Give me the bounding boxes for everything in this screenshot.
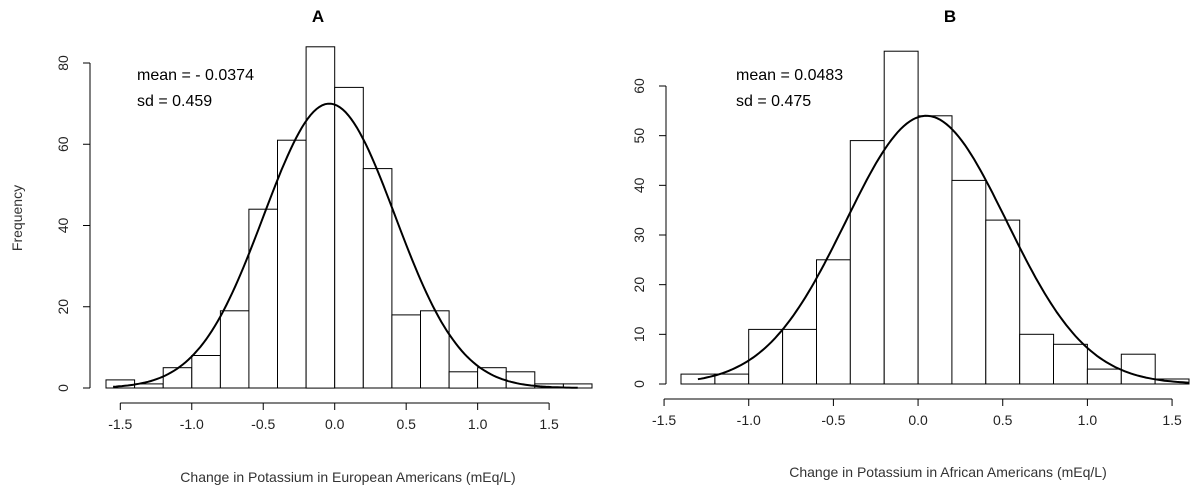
x-tick-label-a-0: -1.5: [108, 416, 132, 432]
histogram-bar-a-12: [448, 371, 479, 389]
x-tick-label-b-1: -1.0: [737, 412, 761, 428]
x-tick-label-a-6: 1.5: [539, 416, 559, 432]
histogram-bar-b-8: [951, 179, 987, 385]
y-tick-label-b-6: 60: [631, 78, 647, 94]
y-tick-label-b-2: 20: [631, 277, 647, 293]
y-tick-label-a-4: 80: [55, 55, 71, 71]
histogram-bar-a-8: [334, 86, 364, 389]
histogram-panel-b: B -1.5 -1.0 -0.5 0.0 0.5 1.0 1.5 0 10 20 30 40 50 60 me…: [631, 7, 1190, 480]
y-tick-label-b-4: 40: [631, 177, 647, 193]
histogram-bar-a-16: [562, 383, 593, 389]
histogram-bar-b-6: [883, 50, 919, 385]
x-tick-label-b-3: 0.0: [908, 412, 928, 428]
x-tick-label-a-2: -0.5: [251, 416, 275, 432]
y-tick-label-a-0: 0: [55, 384, 71, 392]
histogram-bar-a-11: [420, 310, 450, 389]
x-tick-label-b-0: -1.5: [652, 412, 676, 428]
histogram-bar-a-9: [362, 168, 393, 389]
histogram-bar-a-5: [248, 208, 278, 389]
histogram-bar-a-4: [219, 310, 250, 389]
x-tick-label-a-4: 0.5: [396, 416, 416, 432]
y-tick-label-b-1: 10: [631, 326, 647, 342]
histogram-bar-b-10: [1019, 333, 1055, 385]
x-tick-label-a-3: 0.0: [325, 416, 345, 432]
histogram-bar-a-2: [162, 367, 193, 389]
mean-annotation-a: mean = - 0.0374: [137, 67, 254, 84]
x-tick-label-a-1: -1.0: [180, 416, 204, 432]
histogram-panel-a: A -1.5 -1.0 -0.5 0.0 0.5 1.0 1.5 0 20 40 60 80 mean =…: [9, 7, 593, 485]
mean-annotation-b: mean = 0.0483: [736, 67, 843, 84]
histogram-bar-b-1: [714, 373, 750, 385]
x-axis-label-a: Change in Potassium in European American…: [180, 469, 515, 485]
histogram-bar-a-10: [391, 314, 421, 389]
panel-title-a: A: [312, 7, 324, 26]
y-tick-label-b-0: 0: [631, 380, 647, 388]
histogram-bar-b-12: [1086, 368, 1122, 385]
histogram-bar-b-5: [849, 140, 885, 385]
y-tick-label-a-2: 40: [55, 218, 71, 234]
histogram-bar-a-3: [191, 355, 221, 389]
x-tick-label-b-5: 1.0: [1078, 412, 1098, 428]
sd-annotation-b: sd = 0.475: [736, 93, 811, 110]
normal-curve-a: [113, 102, 578, 389]
y-tick-label-a-3: 60: [55, 136, 71, 152]
x-axis-label-b: Change in Potassium in African Americans…: [789, 464, 1106, 480]
y-axis-label-a: Frequency: [9, 185, 25, 251]
sd-annotation-a: sd = 0.459: [137, 93, 212, 110]
panel-title-b: B: [944, 7, 956, 26]
histogram-bar-a-13: [477, 367, 507, 389]
histogram-bar-b-4: [816, 259, 851, 385]
y-tick-label-b-5: 50: [631, 128, 647, 144]
histogram-bar-b-13: [1120, 353, 1156, 385]
y-tick-label-a-1: 20: [55, 299, 71, 315]
histogram-bar-b-9: [985, 219, 1021, 385]
normal-curve-b: [697, 114, 1190, 384]
x-tick-label-b-6: 1.5: [1162, 412, 1182, 428]
histogram-bar-b-11: [1053, 343, 1088, 385]
x-tick-label-b-2: -0.5: [821, 412, 845, 428]
y-tick-label-b-3: 30: [631, 227, 647, 243]
histogram-bar-b-3: [782, 328, 817, 385]
histogram-bar-b-7: [917, 115, 953, 385]
histogram-bar-a-7: [305, 46, 336, 389]
x-tick-label-b-4: 0.5: [993, 412, 1013, 428]
x-tick-label-a-5: 1.0: [468, 416, 488, 432]
histogram-bar-a-6: [277, 139, 307, 389]
